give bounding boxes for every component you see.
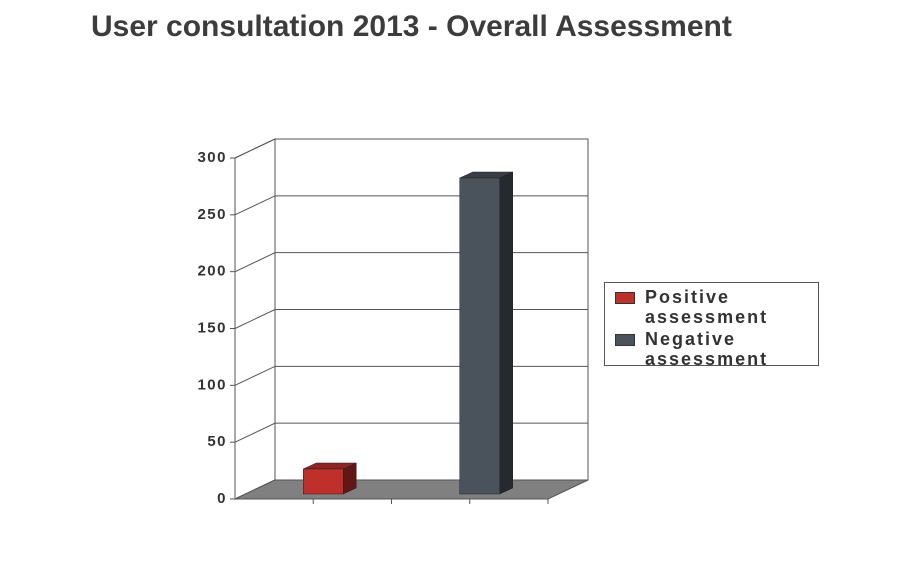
legend-label: Positive assessment (645, 287, 769, 327)
floor (234, 479, 589, 500)
legend-swatch (615, 292, 635, 304)
legend-label: Negative assessment (645, 329, 769, 369)
y-tick-label: 150 (197, 319, 227, 336)
y-tick-label: 50 (207, 433, 227, 450)
y-tick-label: 100 (197, 376, 227, 393)
bar (303, 468, 344, 495)
legend-entry: Negative assessment (611, 329, 812, 369)
y-tick-label: 300 (197, 149, 227, 166)
bar (459, 177, 500, 495)
y-tick-label: 0 (217, 490, 227, 507)
grid-line (234, 138, 588, 159)
y-tick-label: 200 (197, 263, 227, 280)
legend-swatch (615, 334, 635, 346)
bar-side (499, 171, 513, 495)
legend-entry: Positive assessment (611, 287, 812, 327)
y-tick-label: 250 (197, 206, 227, 223)
legend: Positive assessment Negative assessment (604, 282, 819, 369)
chart-title: User consultation 2013 - Overall Assessm… (91, 10, 732, 43)
